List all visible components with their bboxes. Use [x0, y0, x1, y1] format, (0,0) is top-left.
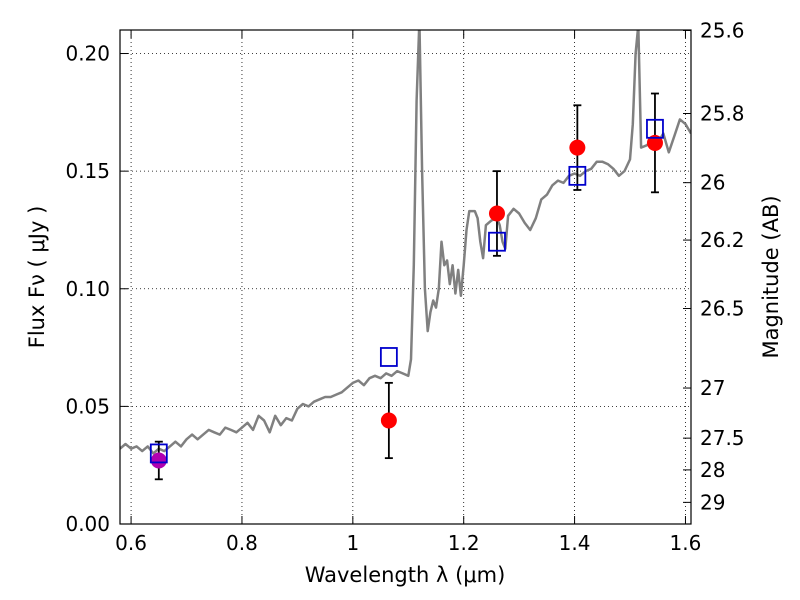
model-flux-square: [646, 118, 664, 139]
y2-tick-label: 27.5: [700, 426, 745, 450]
y2-tick-label: 25.6: [700, 18, 745, 42]
observed-flux-point: [569, 139, 586, 156]
x-tick-label: 1.2: [448, 531, 480, 555]
y-tick-label: 0.00: [65, 512, 110, 536]
model-flux-square: [568, 165, 587, 186]
model-spectrum-line: [120, 30, 691, 455]
observed-flux-point: [646, 134, 663, 151]
x-tick-label: 1.4: [559, 531, 591, 555]
model-flux-square: [379, 347, 398, 367]
x-tick-label: 0.6: [115, 531, 147, 555]
y-tick-label: 0.15: [65, 159, 110, 183]
model-flux-square: [149, 443, 168, 464]
model-flux-square: [488, 231, 506, 252]
y2-tick-label: 28: [700, 458, 725, 482]
data-points-layer: [149, 92, 664, 481]
observed-flux-point: [150, 452, 167, 469]
y2-tick-label: 26: [700, 171, 725, 195]
observed-flux-point: [380, 412, 397, 429]
x-axis-label: Wavelength λ (μm): [305, 563, 506, 587]
y2-tick-label: 29: [700, 490, 725, 514]
x-tick-label: 1: [346, 531, 359, 555]
y2-tick-label: 27: [700, 376, 725, 400]
model-spectrum-layer: [120, 30, 691, 455]
y-tick-label: 0.20: [65, 42, 110, 66]
y-tick-label: 0.10: [65, 277, 110, 301]
y-tick-label: 0.05: [65, 394, 110, 418]
plot-frame: [119, 29, 692, 525]
x-tick-label: 1.6: [670, 531, 702, 555]
y2-tick-label: 26.5: [700, 297, 745, 321]
observed-flux-point: [488, 205, 505, 222]
x-tick-label: 0.8: [226, 531, 258, 555]
axis-ticks: 0.6 0.8 1 1.2 1.4 1.6 0.00 0.05 0.10 0.15 0.20 25.6…: [65, 18, 744, 555]
y2-axis-label: Magnitude (AB): [759, 195, 783, 358]
y2-tick-label: 26.2: [700, 228, 745, 252]
y2-tick-label: 25.8: [700, 102, 745, 126]
y-axis-label: Flux Fν ( μJy ): [25, 206, 49, 349]
